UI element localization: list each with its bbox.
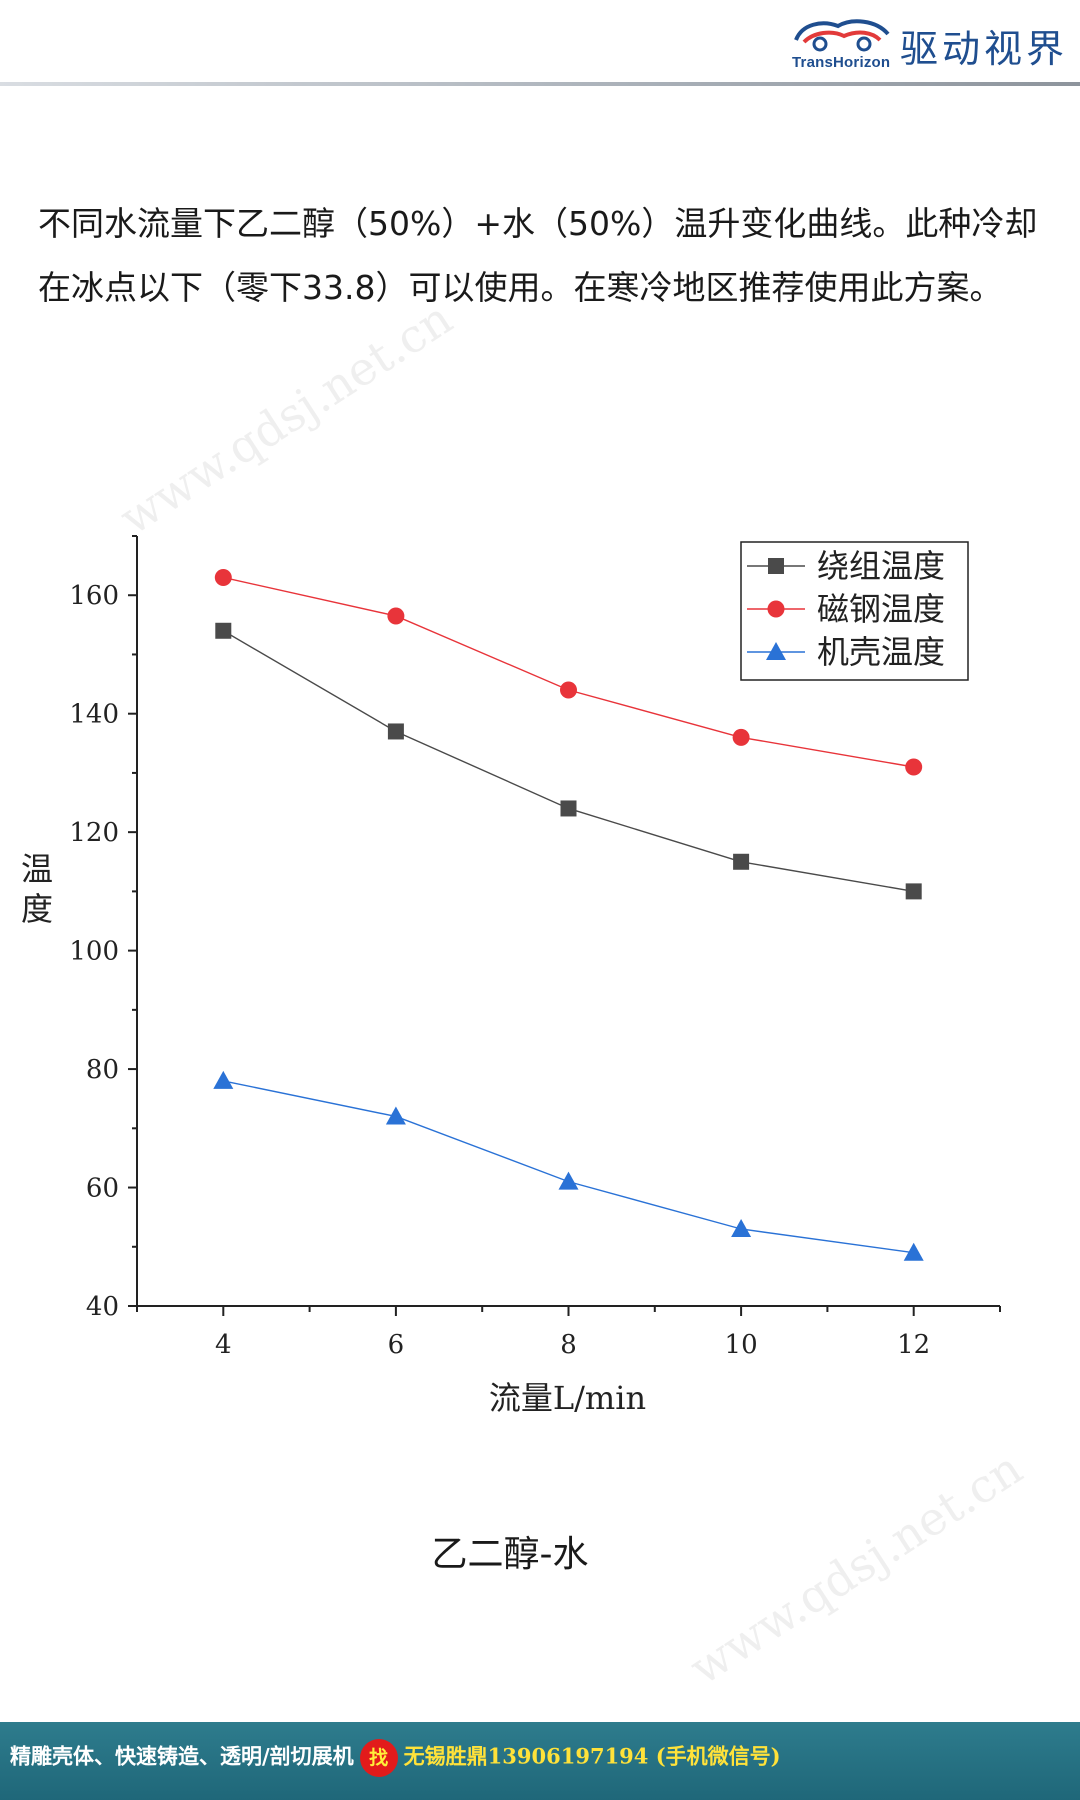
data-point [387, 723, 404, 740]
data-point [385, 1106, 406, 1125]
y-tick-label: 120 [69, 818, 119, 848]
y-tick-label: 80 [86, 1055, 119, 1085]
data-point [905, 758, 923, 776]
legend-marker [766, 642, 786, 660]
data-point [387, 607, 405, 625]
header-divider [0, 82, 1080, 86]
legend-label: 绕组温度 [817, 547, 945, 585]
brand-logo: TransHorizon 驱动视界 [792, 12, 1064, 72]
data-point [905, 883, 922, 900]
data-point [213, 1070, 234, 1089]
footer-contact-text: 无锡胜鼎13906197194 (手机微信号) [403, 1743, 781, 1769]
footer-banner: 精雕壳体、快速铸造、透明/剖切展机找无锡胜鼎13906197194 (手机微信号… [0, 1722, 1080, 1800]
data-point [732, 728, 750, 746]
legend-label: 磁钢温度 [817, 590, 945, 628]
y-tick-label: 100 [69, 937, 119, 967]
car-logo-icon [794, 19, 890, 52]
y-tick-label: 140 [69, 700, 119, 730]
data-point [214, 568, 232, 586]
chart-caption: 乙二醇-水 [431, 1534, 589, 1575]
intro-paragraph: 不同水流量下乙二醇（50%）+水（50%）温升变化曲线。此种冷却在冰点以下（零下… [38, 204, 1038, 307]
footer-text: 精雕壳体、快速铸造、透明/剖切展机找无锡胜鼎13906197194 (手机微信号… [10, 1739, 781, 1777]
legend-marker [767, 600, 785, 618]
x-axis-label: 流量L/min [489, 1379, 646, 1417]
legend-label: 机壳温度 [817, 633, 945, 671]
x-tick-label: 6 [388, 1330, 405, 1360]
data-point [560, 681, 577, 699]
data-point [558, 1171, 579, 1190]
legend-marker [768, 558, 784, 574]
footer-left-text: 精雕壳体、快速铸造、透明/剖切展机 [10, 1743, 354, 1769]
line-chart: 40 60 80 100 120 140 160 4 6 8 10 12 流量L/min 温度 绕组温度磁钢… [21, 535, 1001, 1417]
data-point [903, 1242, 924, 1261]
y-axis-label: 温度 [21, 850, 53, 928]
y-tick-label: 40 [86, 1292, 119, 1322]
logo-text-cn: 驱动视界 [900, 27, 1069, 71]
x-tick-label: 8 [560, 1330, 577, 1360]
chart-container: 40 60 80 100 120 140 160 4 6 8 10 12 流量L/min 温度 绕组温度磁钢… [0, 500, 1080, 1450]
x-tick-label: 4 [215, 1330, 232, 1360]
data-point [215, 622, 232, 639]
y-tick-label: 60 [86, 1174, 119, 1204]
data-point [731, 1219, 752, 1237]
series-line-3 [223, 1080, 914, 1254]
x-tick-label: 10 [725, 1330, 758, 1360]
y-tick-label: 160 [69, 581, 119, 611]
x-tick-label: 12 [897, 1330, 930, 1360]
data-point [733, 853, 750, 870]
footer-badge: 找 [359, 1739, 398, 1777]
logo-text-en: TransHorizon [792, 54, 891, 71]
header-bar: TransHorizon 驱动视界 [0, 0, 1080, 86]
data-point [560, 800, 577, 817]
